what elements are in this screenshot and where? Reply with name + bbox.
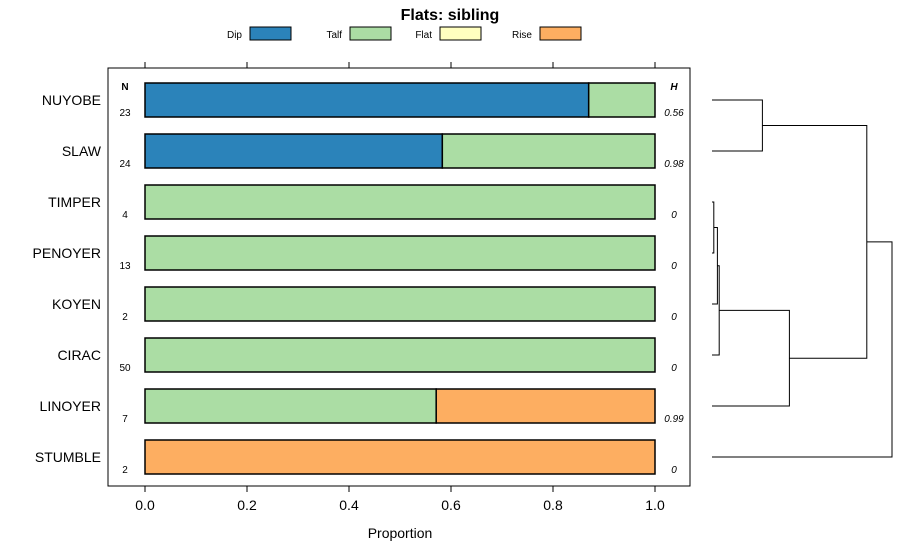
n-value-linoyer: 7 <box>122 414 128 425</box>
x-tick-label-0-0: 0.0 <box>135 497 155 513</box>
bar-linoyer-talf <box>144 388 437 424</box>
h-value-stumble: 0 <box>671 465 677 476</box>
n-value-slaw: 24 <box>119 159 131 170</box>
legend-label-talf: Talf <box>326 30 342 41</box>
bar-cirac-talf <box>144 337 656 373</box>
category-label-koyen: KOYEN <box>52 296 101 312</box>
x-tick-label-0-4: 0.4 <box>339 497 359 513</box>
bar-slaw-talf <box>441 133 656 169</box>
x-tick-label-1-0: 1.0 <box>645 497 665 513</box>
dendrogram-merge-4 <box>712 309 790 407</box>
bar-slaw-dip <box>144 133 444 169</box>
category-label-nuyobe: NUYOBE <box>42 92 101 108</box>
chart-title: Flats: sibling <box>401 7 500 24</box>
dendrogram-merge-3 <box>712 99 763 152</box>
legend-swatch-talf <box>349 26 392 41</box>
h-value-cirac: 0 <box>671 363 677 374</box>
dendrogram-merge-2 <box>712 265 720 356</box>
x-tick-label-0-8: 0.8 <box>543 497 563 513</box>
dendrogram-merge-5 <box>762 125 868 359</box>
category-label-penoyer: PENOYER <box>33 245 101 261</box>
bar-timper-talf <box>144 184 656 220</box>
bar-koyen-talf <box>144 286 656 322</box>
plot-frame <box>107 67 691 487</box>
legend-swatch-rise <box>539 26 582 41</box>
category-label-cirac: CIRAC <box>57 347 101 363</box>
bar-rows: NUYOBE 23 0.56 SLAW 24 0.98 TIMPER 4 0 PENOYER 13 0… <box>33 82 684 476</box>
legend-swatch-flat <box>439 26 482 41</box>
h-value-koyen: 0 <box>671 312 677 323</box>
legend-label-dip: Dip <box>227 30 242 41</box>
category-label-linoyer: LINOYER <box>40 398 101 414</box>
category-label-slaw: SLAW <box>62 143 102 159</box>
bar-nuyobe-talf <box>587 82 656 118</box>
n-header: N <box>121 82 128 93</box>
h-value-penoyer: 0 <box>671 261 677 272</box>
bar-nuyobe-dip <box>144 82 590 118</box>
legend: Dip Talf Flat Rise <box>227 26 582 41</box>
dendrogram-merge-6 <box>712 241 893 458</box>
legend-swatch-dip <box>249 26 292 41</box>
h-value-nuyobe: 0.56 <box>664 108 684 119</box>
dendrogram-merge-1 <box>712 227 718 305</box>
n-value-stumble: 2 <box>122 465 128 476</box>
legend-label-flat: Flat <box>415 30 432 41</box>
x-tick-label-0-2: 0.2 <box>237 497 257 513</box>
x-axis-label: Proportion <box>368 525 433 541</box>
n-value-koyen: 2 <box>122 312 128 323</box>
dendrogram <box>712 99 893 458</box>
h-value-timper: 0 <box>671 210 677 221</box>
bar-stumble-rise <box>144 439 656 475</box>
h-value-slaw: 0.98 <box>664 159 684 170</box>
n-value-timper: 4 <box>122 210 128 221</box>
category-label-stumble: STUMBLE <box>35 449 101 465</box>
category-label-timper: TIMPER <box>48 194 101 210</box>
bar-penoyer-talf <box>144 235 656 271</box>
bar-linoyer-rise <box>435 388 656 424</box>
n-value-nuyobe: 23 <box>119 108 131 119</box>
legend-label-rise: Rise <box>512 30 532 41</box>
h-value-linoyer: 0.99 <box>664 414 684 425</box>
n-value-cirac: 50 <box>119 363 131 374</box>
n-value-penoyer: 13 <box>119 261 131 272</box>
x-tick-label-0-6: 0.6 <box>441 497 461 513</box>
x-axis: 0.0 0.2 0.4 0.6 0.8 1.0 <box>135 62 665 513</box>
h-header: H <box>670 82 678 93</box>
dendrogram-merge-0 <box>712 201 715 254</box>
